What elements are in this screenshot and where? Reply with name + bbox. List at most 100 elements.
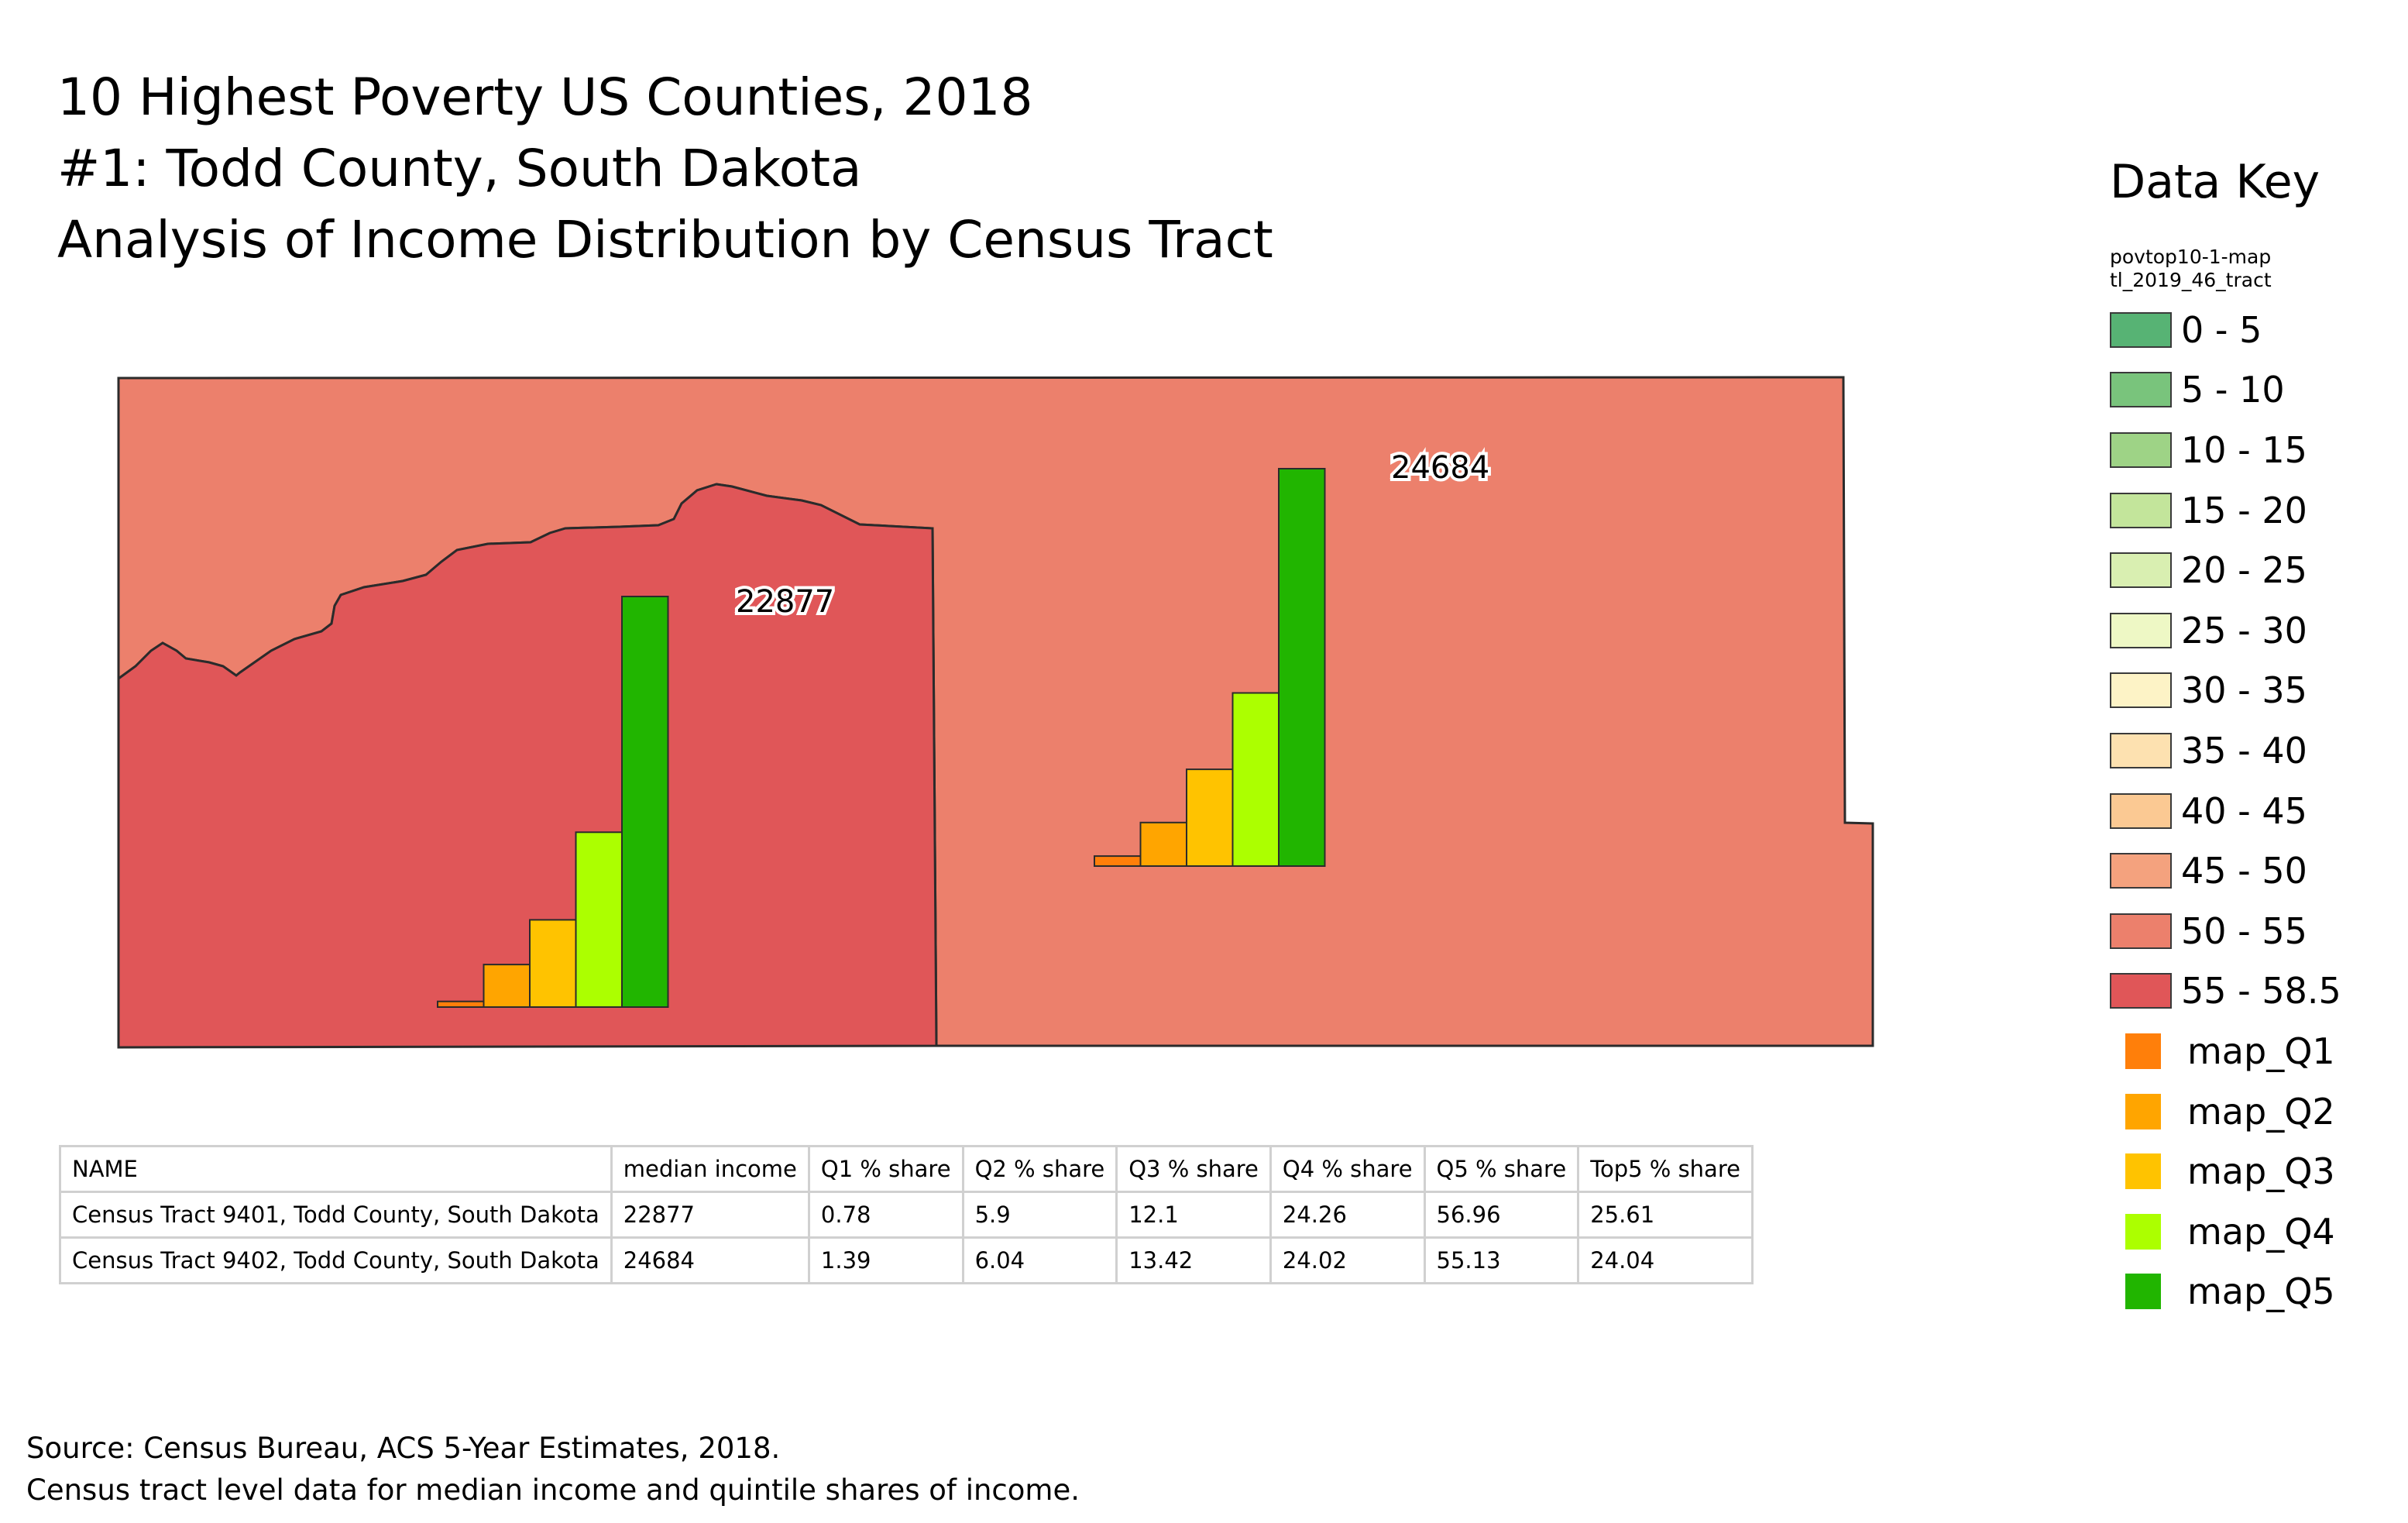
legend-label: 50 - 55 [2181, 909, 2307, 952]
legend-label: 35 - 40 [2181, 729, 2307, 772]
tract-9402-q2-bar [1139, 821, 1187, 868]
legend-swatch [2110, 853, 2172, 889]
legend-swatch [2125, 1213, 2161, 1250]
table-cell: 6.04 [961, 1236, 1118, 1284]
legend-swatch [2125, 1153, 2161, 1190]
legend-chart-item: map_Q1 [2110, 1021, 2341, 1081]
source-line-2: Census tract level data for median incom… [26, 1473, 1080, 1507]
legend-label: map_Q2 [2187, 1090, 2335, 1133]
table-header-cell: Q1 % share [807, 1145, 964, 1193]
tract-9402-median-income-label: 24684 [1391, 450, 1489, 486]
tract-9401-q1-bar [437, 1000, 485, 1008]
tract-9401-q3-bar [529, 919, 577, 1009]
table-row: Census Tract 9402, Todd County, South Da… [59, 1236, 1754, 1284]
legend-class-item: 45 - 50 [2110, 841, 2341, 901]
title-line-2: #1: Todd County, South Dakota [57, 139, 862, 198]
legend-label: 45 - 50 [2181, 850, 2307, 892]
tract-9401-median-income-label: 22877 [736, 584, 834, 620]
legend-class-item: 15 - 20 [2110, 480, 2341, 541]
table-cell: 25.61 [1577, 1191, 1754, 1239]
table-header-cell: median income [610, 1145, 810, 1193]
table-header-cell: Q3 % share [1115, 1145, 1272, 1193]
table-cell: 56.96 [1423, 1191, 1580, 1239]
legend-class-item: 20 - 25 [2110, 540, 2341, 600]
legend-swatch [2110, 311, 2172, 348]
table-cell: 1.39 [807, 1236, 964, 1284]
legend-swatch [2110, 372, 2172, 408]
legend-swatch [2110, 612, 2172, 648]
legend-label: 15 - 20 [2181, 489, 2307, 531]
table-cell: 24.02 [1269, 1236, 1426, 1284]
legend-label: map_Q5 [2187, 1270, 2335, 1313]
legend-swatch [2110, 672, 2172, 709]
tract-9401-income-chart [437, 596, 669, 1009]
table-cell: 22877 [610, 1191, 810, 1239]
legend-label: 5 - 10 [2181, 369, 2285, 411]
legend-title: Data Key [2110, 155, 2320, 209]
legend-class-item: 30 - 35 [2110, 661, 2341, 721]
legend-class-item: 55 - 58.5 [2110, 961, 2341, 1022]
legend-class-item: 40 - 45 [2110, 781, 2341, 841]
tract-9402-q4-bar [1231, 692, 1280, 867]
tract-9402-q5-bar [1278, 468, 1326, 867]
table-cell: Census Tract 9402, Todd County, South Da… [59, 1236, 613, 1284]
table-header-cell: Top5 % share [1577, 1145, 1754, 1193]
legend-layer-name: povtop10-1-map tl_2019_46_tract [2110, 246, 2341, 292]
legend-swatch [2110, 552, 2172, 589]
legend-label: map_Q4 [2187, 1210, 2335, 1253]
tract-9401-q2-bar [483, 964, 531, 1008]
tract-9401-q4-bar [575, 831, 623, 1009]
legend-label: 55 - 58.5 [2181, 970, 2341, 1012]
table-cell: 24684 [610, 1236, 810, 1284]
legend-swatch [2125, 1093, 2161, 1129]
legend-label: 25 - 30 [2181, 609, 2307, 651]
table-cell: 5.9 [961, 1191, 1118, 1239]
legend-chart-item: map_Q3 [2110, 1141, 2341, 1202]
title-line-1: 10 Highest Poverty US Counties, 2018 [57, 67, 1033, 127]
table-cell: 13.42 [1115, 1236, 1272, 1284]
table-cell: 0.78 [807, 1191, 964, 1239]
source-line-1: Source: Census Bureau, ACS 5-Year Estima… [26, 1432, 781, 1465]
legend-class-item: 25 - 30 [2110, 600, 2341, 661]
legend-label: 0 - 5 [2181, 308, 2262, 351]
legend-swatch [2110, 913, 2172, 949]
legend: Data Key povtop10-1-map tl_2019_46_tract… [2110, 151, 2341, 1322]
legend-swatch [2110, 973, 2172, 1009]
map-title: 10 Highest Poverty US Counties, 2018 #1:… [57, 62, 1273, 276]
legend-layer-line-1: povtop10-1-map [2110, 246, 2272, 268]
legend-layer-line-2: tl_2019_46_tract [2110, 269, 2272, 291]
table-cell: 24.26 [1269, 1191, 1426, 1239]
legend-swatch [2125, 1274, 2161, 1310]
legend-label: 10 - 15 [2181, 428, 2307, 471]
table-header-cell: Q5 % share [1423, 1145, 1580, 1193]
legend-swatch [2110, 492, 2172, 528]
legend-class-item: 0 - 5 [2110, 300, 2341, 360]
source-note: Source: Census Bureau, ACS 5-Year Estima… [26, 1428, 1080, 1511]
tract-9402-q3-bar [1186, 768, 1234, 867]
income-table: NAME median income Q1 % share Q2 % share… [59, 1145, 1754, 1284]
legend-swatch [2110, 732, 2172, 768]
table-cell: 55.13 [1423, 1236, 1580, 1284]
table-cell: 12.1 [1115, 1191, 1272, 1239]
table-header-cell: Q4 % share [1269, 1145, 1426, 1193]
legend-swatch [2110, 792, 2172, 829]
legend-label: 40 - 45 [2181, 789, 2307, 832]
legend-class-item: 35 - 40 [2110, 720, 2341, 781]
tract-9401-polygon[interactable] [117, 483, 938, 1049]
legend-items: 0 - 5 5 - 10 10 - 15 15 - 20 20 - 25 25 - 30 3… [2110, 300, 2341, 1322]
table-cell: Census Tract 9401, Todd County, South Da… [59, 1191, 613, 1239]
table-header-row: NAME median income Q1 % share Q2 % share… [59, 1145, 1754, 1193]
tract-9401-q5-bar [621, 596, 669, 1008]
legend-label: 20 - 25 [2181, 549, 2307, 592]
legend-chart-item: map_Q4 [2110, 1202, 2341, 1262]
legend-swatch [2110, 431, 2172, 468]
legend-class-item: 10 - 15 [2110, 420, 2341, 480]
legend-chart-item: map_Q5 [2110, 1262, 2341, 1322]
title-line-3: Analysis of Income Distribution by Censu… [57, 210, 1273, 270]
legend-label: map_Q1 [2187, 1030, 2335, 1072]
table-header-cell: Q2 % share [961, 1145, 1118, 1193]
legend-swatch [2125, 1033, 2161, 1069]
table-header-cell: NAME [59, 1145, 613, 1193]
legend-class-item: 5 - 10 [2110, 360, 2341, 421]
